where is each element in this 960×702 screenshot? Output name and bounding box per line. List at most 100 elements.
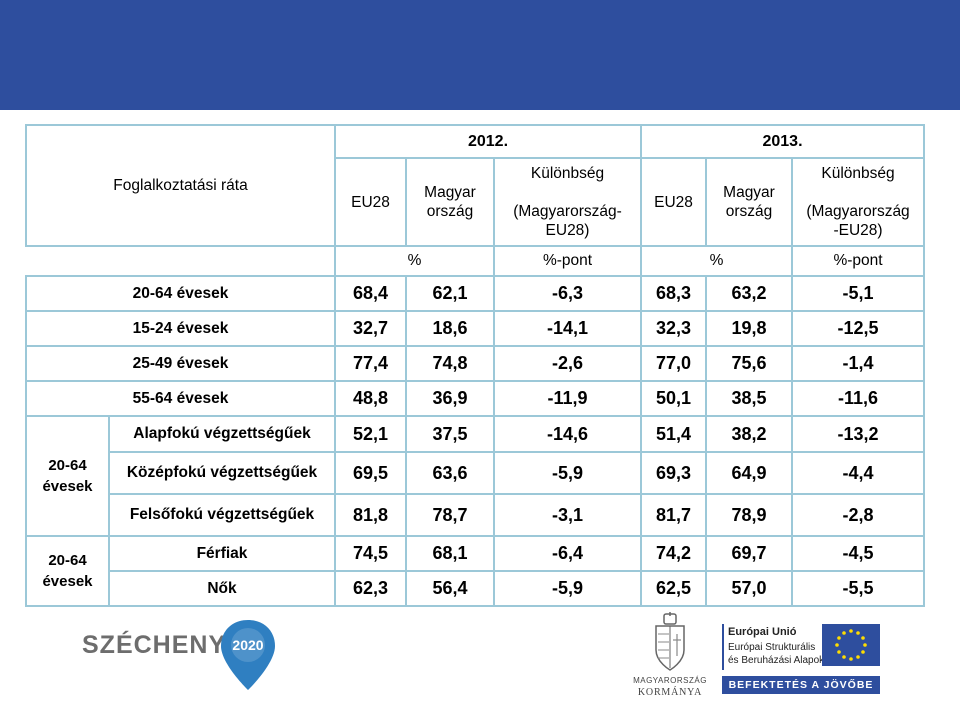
row-label: 20-64 évesek <box>25 275 336 312</box>
row-label: 15-24 évesek <box>25 310 336 347</box>
cell-diff: -11,6 <box>791 380 925 417</box>
cell-value: 37,5 <box>405 415 495 453</box>
cell-value: 32,3 <box>640 310 707 347</box>
row-label: Alapfokú végzettségűek <box>108 415 336 453</box>
header-hu-2012: Magyar ország <box>405 157 495 247</box>
top-banner <box>0 0 960 110</box>
cell-value: 48,8 <box>334 380 407 417</box>
cell-value: 57,0 <box>705 570 793 607</box>
eu-slogan-banner: BEFEKTETÉS A JÖVŐBE <box>722 676 880 694</box>
coat-of-arms-icon <box>655 612 685 671</box>
cell-value: 18,6 <box>405 310 495 347</box>
row-label: Férfiak <box>108 535 336 572</box>
table-row: Felsőfokú végzettségűek 81,8 78,7 -3,1 8… <box>26 493 925 537</box>
cell-value: 63,6 <box>405 451 495 495</box>
header-eu28-2012: EU28 <box>334 157 407 247</box>
employment-rate-table: Foglalkoztatási ráta 2012. 2013. EU28 Ma… <box>25 124 925 607</box>
cell-diff: -5,9 <box>493 570 642 607</box>
szechenyi-2020-logo: SZÉCHENYI 2020 <box>82 618 292 696</box>
header-diff-2012: Különbség (Magyarország- EU28) <box>493 157 642 247</box>
table-row: 15-24 évesek 32,7 18,6 -14,1 32,3 19,8 -… <box>25 310 925 347</box>
header-title-cell: Foglalkoztatási ráta <box>25 124 336 247</box>
table-row: Középfokú végzettségűek 69,5 63,6 -5,9 6… <box>26 451 925 495</box>
hungarian-government-logo: MAGYARORSZÁG KORMÁNYA <box>625 612 715 700</box>
cell-value: 52,1 <box>334 415 407 453</box>
table-row: 20-64 évesek Alapfokú végzettségűek 52,1 … <box>25 415 925 537</box>
cell-value: 69,3 <box>640 451 707 495</box>
map-pin-icon: 2020 <box>221 620 275 690</box>
table-row: 20-64 évesek Férfiak 74,5 68,1 -6,4 74,2 … <box>25 535 925 607</box>
eu-line3: és Beruházási Alapok <box>728 655 825 666</box>
eu-line2: Európai Strukturális <box>728 642 816 653</box>
cell-diff: -4,4 <box>791 451 925 495</box>
cell-value: 78,9 <box>705 493 793 537</box>
unit-pctpont-2012: %-pont <box>493 245 642 277</box>
cell-value: 68,3 <box>640 275 707 312</box>
header-eu28-2013: EU28 <box>640 157 707 247</box>
unit-pct-2013: % <box>640 245 793 277</box>
cell-value: 36,9 <box>405 380 495 417</box>
cell-value: 68,4 <box>334 275 407 312</box>
row-label: Felsőfokú végzettségűek <box>108 493 336 537</box>
cell-diff: -12,5 <box>791 310 925 347</box>
cell-value: 77,4 <box>334 345 407 382</box>
header-hu-2013: Magyar ország <box>705 157 793 247</box>
cell-diff: -6,4 <box>493 535 642 572</box>
cell-diff: -5,5 <box>791 570 925 607</box>
cell-diff: -5,9 <box>493 451 642 495</box>
unit-pct-2012: % <box>334 245 495 277</box>
cell-value: 64,9 <box>705 451 793 495</box>
table-row: Nők 62,3 56,4 -5,9 62,5 57,0 -5,5 <box>26 570 925 607</box>
cell-value: 69,7 <box>705 535 793 572</box>
gov-line2: KORMÁNYA <box>637 687 703 698</box>
group-label-education: 20-64 évesek <box>25 415 110 537</box>
row-label: Középfokú végzettségűek <box>108 451 336 495</box>
cell-value: 77,0 <box>640 345 707 382</box>
cell-diff: -2,8 <box>791 493 925 537</box>
cell-value: 74,8 <box>405 345 495 382</box>
cell-value: 74,2 <box>640 535 707 572</box>
cell-diff: -14,6 <box>493 415 642 453</box>
cell-diff: -13,2 <box>791 415 925 453</box>
group-label-sex: 20-64 évesek <box>25 535 110 607</box>
cell-value: 75,6 <box>705 345 793 382</box>
cell-value: 63,2 <box>705 275 793 312</box>
cell-diff: -11,9 <box>493 380 642 417</box>
row-label: Nők <box>108 570 336 607</box>
eu-line1: Európai Unió <box>728 626 797 638</box>
gov-line1: MAGYARORSZÁG <box>633 676 707 685</box>
table-row: 55-64 évesek 48,8 36,9 -11,9 50,1 38,5 -… <box>25 380 925 417</box>
header-diff-2013: Különbség (Magyarország -EU28) <box>791 157 925 247</box>
table-row: 25-49 évesek 77,4 74,8 -2,6 77,0 75,6 -1… <box>25 345 925 382</box>
szechenyi-wordmark: SZÉCHENYI <box>82 631 235 659</box>
cell-diff: -5,1 <box>791 275 925 312</box>
cell-value: 81,7 <box>640 493 707 537</box>
row-label: 25-49 évesek <box>25 345 336 382</box>
cell-value: 62,3 <box>334 570 407 607</box>
eu-divider <box>722 624 724 670</box>
cell-diff: -3,1 <box>493 493 642 537</box>
cell-diff: -1,4 <box>791 345 925 382</box>
cell-diff: -2,6 <box>493 345 642 382</box>
cell-value: 19,8 <box>705 310 793 347</box>
cell-diff: -6,3 <box>493 275 642 312</box>
cell-value: 74,5 <box>334 535 407 572</box>
cell-value: 78,7 <box>405 493 495 537</box>
header-title: Foglalkoztatási ráta <box>113 177 248 194</box>
header-year-2013: 2013. <box>640 124 925 159</box>
cell-value: 32,7 <box>334 310 407 347</box>
eu-funds-logo: Európai Unió Európai Strukturális és Ber… <box>722 622 882 698</box>
cell-diff: -4,5 <box>791 535 925 572</box>
unit-pctpont-2013: %-pont <box>791 245 925 277</box>
cell-value: 51,4 <box>640 415 707 453</box>
cell-diff: -14,1 <box>493 310 642 347</box>
szechenyi-year: 2020 <box>232 637 263 653</box>
cell-value: 38,5 <box>705 380 793 417</box>
cell-value: 81,8 <box>334 493 407 537</box>
cell-value: 62,5 <box>640 570 707 607</box>
units-spacer <box>26 246 336 277</box>
cell-value: 56,4 <box>405 570 495 607</box>
cell-value: 50,1 <box>640 380 707 417</box>
table-row: 20-64 évesek 68,4 62,1 -6,3 68,3 63,2 -5… <box>25 275 925 312</box>
row-label: 55-64 évesek <box>25 380 336 417</box>
